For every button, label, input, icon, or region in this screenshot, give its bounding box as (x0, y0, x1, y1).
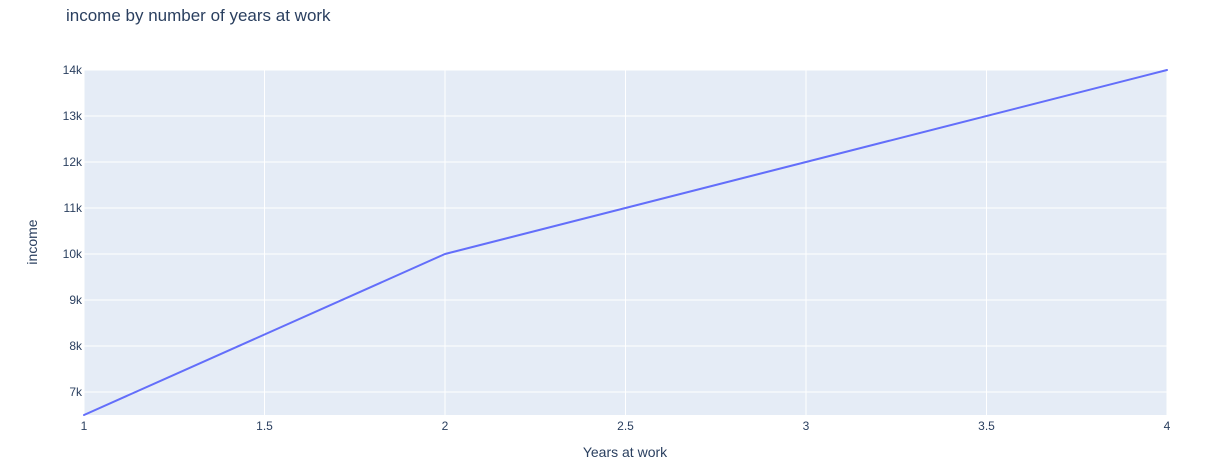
series-layer (83, 69, 1168, 416)
y-tick-label: 7k (69, 385, 83, 399)
y-tick-label: 14k (63, 63, 83, 77)
x-axis-title: Years at work (583, 444, 668, 460)
gridlines (83, 69, 1168, 415)
y-axis-title: income (24, 219, 40, 264)
x-tick-label: 3.5 (978, 419, 995, 433)
y-tick-label: 11k (64, 201, 83, 215)
x-tick-label: 2 (442, 419, 449, 433)
y-tick-label: 8k (69, 339, 83, 353)
x-tick-label: 2.5 (617, 419, 634, 433)
x-axis-ticks: 1 1.5 2 2.5 3 3.5 4 (81, 419, 1171, 433)
y-tick-label: 10k (63, 247, 83, 261)
y-axis-ticks: 7k 8k 9k 10k 11k 12k 13k 14k (63, 63, 83, 399)
x-tick-label: 4 (1164, 419, 1171, 433)
x-tick-label: 1.5 (256, 419, 273, 433)
series-line (83, 69, 1168, 416)
y-tick-label: 9k (69, 293, 83, 307)
y-tick-label: 13k (63, 109, 83, 123)
y-tick-label: 12k (63, 155, 83, 169)
chart-title: income by number of years at work (66, 6, 331, 25)
x-tick-label: 3 (803, 419, 810, 433)
x-tick-label: 1 (81, 419, 88, 433)
